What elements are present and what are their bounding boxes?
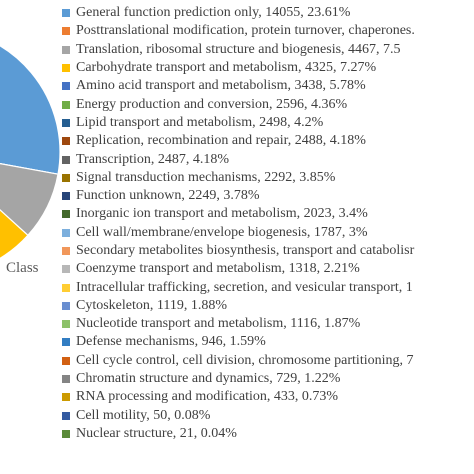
legend-swatch [62, 283, 70, 292]
legend-swatch [62, 320, 70, 329]
legend-item: Function unknown, 2249, 3.78% [62, 187, 474, 205]
legend-swatch [62, 375, 70, 384]
legend-label: Intracellular trafficking, secretion, an… [76, 279, 413, 295]
legend-item: General function prediction only, 14055,… [62, 4, 474, 22]
legend-label: Cytoskeleton, 1119, 1.88% [76, 297, 228, 313]
legend-label: Energy production and conversion, 2596, … [76, 96, 348, 112]
legend-item: Cell wall/membrane/envelope biogenesis, … [62, 224, 474, 242]
legend-swatch [62, 247, 70, 255]
pie-slice [0, 209, 29, 259]
legend-item: Nuclear structure, 21, 0.04% [62, 425, 474, 443]
legend-item: Replication, recombination and repair, 2… [62, 132, 474, 150]
legend-item: Signal transduction mechanisms, 2292, 3.… [62, 169, 474, 187]
legend-item: Lipid transport and metabolism, 2498, 4.… [62, 114, 474, 132]
legend-label: General function prediction only, 14055,… [76, 5, 351, 21]
legend-label: Chromatin structure and dynamics, 729, 1… [76, 371, 341, 387]
legend-label: Amino acid transport and metabolism, 343… [76, 78, 366, 94]
legend-label: Nucleotide transport and metabolism, 111… [76, 316, 361, 332]
legend-item: RNA processing and modification, 433, 0.… [62, 388, 474, 406]
legend-swatch [62, 356, 70, 365]
legend-item: Chromatin structure and dynamics, 729, 1… [62, 370, 474, 388]
legend-swatch [62, 393, 70, 402]
legend-label: Function unknown, 2249, 3.78% [76, 188, 260, 204]
legend-swatch [62, 228, 70, 237]
legend-swatch [62, 137, 70, 146]
legend-item: Inorganic ion transport and metabolism, … [62, 205, 474, 223]
legend-label: Defense mechanisms, 946, 1.59% [76, 334, 266, 350]
legend-swatch [62, 118, 70, 127]
legend-label: Nuclear structure, 21, 0.04% [76, 425, 237, 441]
legend-swatch [62, 210, 70, 219]
legend-item: Cell cycle control, cell division, chrom… [62, 352, 474, 370]
pie-slice [0, 45, 61, 175]
legend-swatch [62, 9, 70, 18]
legend-swatch [62, 173, 70, 182]
legend-swatch [62, 45, 70, 54]
class-label: Class [6, 260, 39, 276]
legend-swatch [62, 265, 70, 274]
legend-label: Cell cycle control, cell division, chrom… [76, 352, 414, 368]
legend-swatch [62, 27, 70, 36]
legend-label: Inorganic ion transport and metabolism, … [76, 206, 368, 222]
legend-item: Carbohydrate transport and metabolism, 4… [62, 59, 474, 77]
legend-label: Lipid transport and metabolism, 2498, 4.… [76, 114, 324, 130]
legend-item: Intracellular trafficking, secretion, an… [62, 278, 474, 296]
legend-label: Replication, recombination and repair, 2… [76, 133, 366, 149]
legend-swatch [62, 429, 70, 438]
legend-swatch [62, 155, 70, 164]
legend-item: Energy production and conversion, 2596, … [62, 95, 474, 113]
legend-label: Translation, ribosomal structure and bio… [76, 41, 401, 57]
legend-label: Posttranslational modification, protein … [76, 23, 415, 39]
legend-swatch [62, 100, 70, 109]
legend-item: Secondary metabolites biosynthesis, tran… [62, 242, 474, 260]
legend-swatch [62, 411, 70, 420]
legend-label: Coenzyme transport and metabolism, 1318,… [76, 261, 360, 277]
legend-label: Secondary metabolites biosynthesis, tran… [76, 243, 415, 258]
legend-label: Cell motility, 50, 0.08% [76, 407, 211, 423]
legend-item: Translation, ribosomal structure and bio… [62, 41, 474, 59]
legend-item: Transcription, 2487, 4.18% [62, 150, 474, 168]
legend-item: Defense mechanisms, 946, 1.59% [62, 333, 474, 351]
legend-label: Signal transduction mechanisms, 2292, 3.… [76, 169, 336, 185]
legend-label: Transcription, 2487, 4.18% [76, 151, 230, 167]
legend-item: Nucleotide transport and metabolism, 111… [62, 315, 474, 333]
legend-label: RNA processing and modification, 433, 0.… [76, 389, 339, 405]
legend-item: Amino acid transport and metabolism, 343… [62, 77, 474, 95]
legend-swatch [62, 64, 70, 73]
legend-swatch [62, 82, 70, 91]
legend-item: Posttranslational modification, protein … [62, 22, 474, 40]
legend-label: Carbohydrate transport and metabolism, 4… [76, 60, 377, 76]
legend-item: Cytoskeleton, 1119, 1.88% [62, 297, 474, 315]
legend-item: Cell motility, 50, 0.08% [62, 407, 474, 425]
legend-swatch [62, 301, 70, 310]
legend-label: Cell wall/membrane/envelope biogenesis, … [76, 224, 368, 240]
legend-swatch [62, 192, 70, 201]
legend: General function prediction only, 14055,… [62, 4, 474, 443]
legend-item: Coenzyme transport and metabolism, 1318,… [62, 260, 474, 278]
legend-swatch [62, 338, 70, 347]
